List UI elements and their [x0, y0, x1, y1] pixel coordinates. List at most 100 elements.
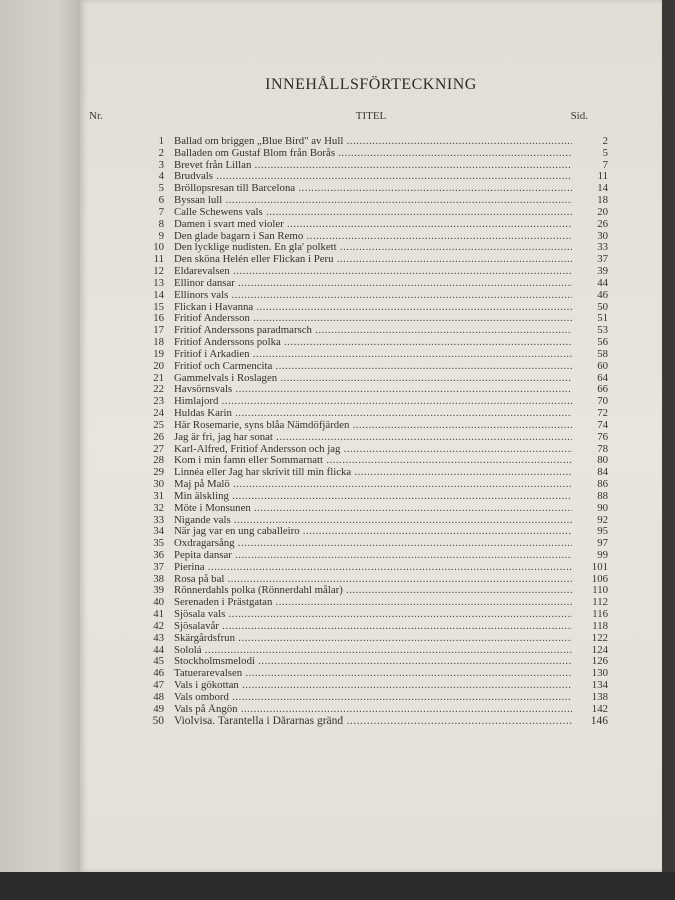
- toc-entry: 15 Flickan i Havanna 50: [80, 300, 662, 314]
- entry-page: 138: [591, 690, 608, 703]
- toc-entry: 32 Möte i Monsunen 90: [80, 502, 662, 515]
- entry-page: 33: [597, 241, 608, 254]
- toc-entry: 46 Tatuerarevalsen 130: [80, 667, 662, 680]
- entry-number: 26: [153, 430, 164, 443]
- entry-title: Skärgårdsfrun: [174, 633, 572, 645]
- entry-page: 30: [597, 229, 608, 242]
- column-header-nr: Nr.: [89, 110, 103, 122]
- toc-entry: 42 Sjösalavår 118: [80, 619, 662, 633]
- entry-page: 92: [597, 513, 608, 526]
- entry-number: 49: [153, 702, 164, 715]
- toc-entry: 44 Sololá 124: [80, 643, 662, 657]
- entry-page: 5: [602, 146, 608, 159]
- toc-entry: 40 Serenaden i Prästgatan 112: [80, 596, 662, 609]
- entry-page: 134: [591, 679, 608, 692]
- entry-page: 14: [597, 182, 608, 195]
- entry-title: Eldarevalsen: [174, 266, 572, 278]
- toc-entry: 49 Vals på Ängön 142: [80, 702, 662, 716]
- entry-number: 6: [158, 194, 164, 207]
- entry-title: Fritiof i Arkadien: [174, 349, 572, 361]
- entry-number: 31: [153, 489, 164, 502]
- toc-entry: 43 Skärgårdsfrun 122: [80, 631, 662, 645]
- entry-title: Oxdragarsång: [174, 538, 572, 550]
- background: [0, 872, 675, 900]
- entry-number: 34: [153, 525, 164, 538]
- entry-page: 78: [597, 442, 608, 455]
- entry-page: 106: [591, 572, 608, 585]
- entry-page: 20: [597, 205, 608, 218]
- toc-entry: 37 Pierina 101: [80, 561, 662, 574]
- entry-page: 72: [597, 407, 608, 420]
- entry-page: 60: [597, 359, 608, 372]
- entry-title: Fritiof Anderssons paradmarsch: [174, 325, 572, 337]
- entry-page: 56: [597, 336, 608, 349]
- toc-entry: 22 Havsörnsvals 66: [80, 384, 662, 396]
- toc-entry: 26 Jag är fri, jag har sonat 76: [80, 430, 662, 444]
- entry-title: Fritiof Andersson: [174, 313, 572, 325]
- entry-title: Damen i svart med violer: [174, 219, 572, 231]
- entry-number: 17: [153, 324, 164, 337]
- entry-page: 7: [602, 158, 608, 171]
- entry-title: Brudvals: [174, 171, 572, 183]
- entry-title: Sololá: [174, 645, 572, 657]
- entry-number: 29: [153, 466, 164, 479]
- toc-entry: 25 Här Rosemarie, syns blåa Nämdöfjärden 7…: [80, 419, 662, 432]
- toc-entry: 5 Bröllopsresan till Barcelona 14: [80, 182, 662, 195]
- entry-page: 64: [597, 371, 608, 384]
- toc-entry: 6 Byssan lull 18: [80, 194, 662, 207]
- entry-title: Sjösala vals: [174, 609, 572, 621]
- toc-entry: 9 Den glade bagarn i San Remo 30: [80, 229, 662, 243]
- entry-page: 99: [597, 548, 608, 561]
- entry-number: 7: [158, 205, 164, 218]
- toc-entry: 11 Den sköna Helén eller Flickan i Peru 37: [80, 253, 662, 266]
- entry-number: 12: [153, 265, 164, 278]
- entry-number: 22: [153, 383, 164, 396]
- entry-title: Karl-Alfred, Fritiof Andersson och jag: [174, 444, 572, 456]
- entry-page: 122: [591, 631, 608, 644]
- entry-number: 35: [153, 537, 164, 550]
- entry-page: 39: [597, 265, 608, 278]
- entry-number: 8: [158, 217, 164, 230]
- entry-title: Flickan i Havanna: [174, 302, 572, 314]
- toc-entry: 33 Nigande vals 92: [80, 513, 662, 527]
- toc-entry: 3 Brevet från Lillan 7: [80, 158, 662, 172]
- toc-entry: 30 Maj på Malö 86: [80, 478, 662, 491]
- entry-number: 46: [153, 667, 164, 680]
- entry-page: 50: [597, 300, 608, 313]
- entry-number: 39: [153, 584, 164, 597]
- entry-page: 124: [591, 643, 608, 656]
- entry-number: 48: [153, 690, 164, 703]
- entry-title: Vals ombord: [174, 692, 572, 704]
- entry-title: Fritiof Anderssons polka: [174, 337, 572, 349]
- entry-title: Sjösalavår: [174, 621, 572, 633]
- toc-entry: 48 Vals ombord 138: [80, 690, 662, 704]
- entry-number: 42: [153, 619, 164, 632]
- toc-entry: 36 Pepita dansar 99: [80, 548, 662, 562]
- entry-number: 9: [158, 229, 164, 242]
- entry-title: Maj på Malö: [174, 479, 572, 491]
- entry-title: Violvisa. Tarantella i Dårarnas gränd: [174, 716, 572, 728]
- entry-number: 44: [153, 643, 164, 656]
- entry-number: 1: [158, 135, 164, 147]
- entry-number: 43: [153, 631, 164, 644]
- toc-entry: 45 Stockholmsmelodi 126: [80, 656, 662, 668]
- entry-title: Calle Schewens vals: [174, 207, 572, 219]
- toc-entry: 34 När jag var en ung caballeiro 95: [80, 525, 662, 538]
- toc-entry: 1 Ballad om briggen „Blue Bird" av Hull 2: [80, 135, 662, 148]
- entry-page: 58: [597, 347, 608, 360]
- entry-page: 95: [597, 525, 608, 538]
- toc-entry: 17 Fritiof Anderssons paradmarsch 53: [80, 324, 662, 337]
- entry-page: 18: [597, 194, 608, 207]
- toc-entry: 29 Linnéa eller Jag har skrivit till min …: [80, 466, 662, 479]
- toc-entry: 4 Brudvals 11: [80, 171, 662, 183]
- entry-number: 36: [153, 548, 164, 561]
- entry-title: Fritiof och Carmencita: [174, 361, 572, 373]
- entry-title: Brevet från Lillan: [174, 160, 572, 172]
- entry-title: Ballad om briggen „Blue Bird" av Hull: [174, 136, 572, 148]
- entry-page: 118: [592, 619, 608, 632]
- toc-entry: 19 Fritiof i Arkadien 58: [80, 347, 662, 361]
- entry-title: Här Rosemarie, syns blåa Nämdöfjärden: [174, 420, 572, 432]
- entry-number: 11: [153, 253, 164, 266]
- entry-number: 45: [153, 655, 164, 668]
- entry-title: Kom i min famn eller Sommarnatt: [174, 455, 572, 467]
